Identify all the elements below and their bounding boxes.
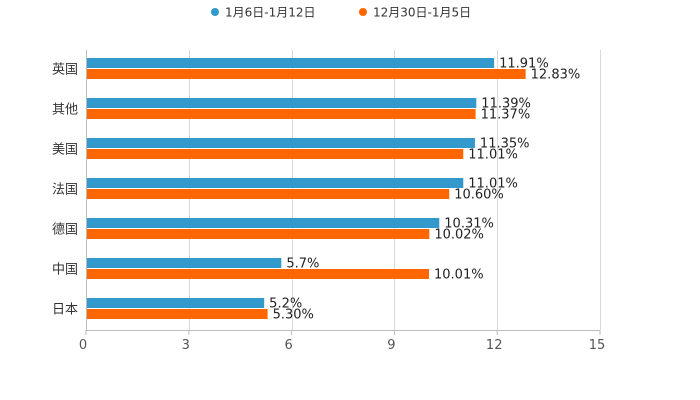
bar xyxy=(87,178,464,188)
data-label: 10.02% xyxy=(434,228,484,243)
data-label: 11.01% xyxy=(468,177,518,192)
data-label: 11.35% xyxy=(480,137,530,152)
bar xyxy=(87,109,476,119)
x-tick-label: 15 xyxy=(589,338,606,353)
data-label: 11.39% xyxy=(481,97,531,112)
x-tick-label: 12 xyxy=(486,338,503,353)
bar xyxy=(87,58,495,68)
x-tick-label: 0 xyxy=(79,338,87,353)
legend-label: 12月30日-1月5日 xyxy=(373,6,471,20)
bar xyxy=(87,258,282,268)
data-label: 5.2% xyxy=(269,297,302,312)
legend: 1月6日-1月12日 12月30日-1月5日 xyxy=(211,6,471,20)
data-label: 10.31% xyxy=(444,217,494,232)
x-tick-label: 9 xyxy=(387,338,395,353)
data-label: 11.37% xyxy=(481,108,531,123)
legend-marker xyxy=(359,8,367,16)
x-tick-label: 6 xyxy=(284,338,292,353)
data-label: 11.91% xyxy=(499,57,549,72)
category-label: 法国 xyxy=(52,183,78,198)
x-tick-label: 3 xyxy=(182,338,190,353)
bar xyxy=(87,189,450,199)
data-label: 5.30% xyxy=(273,308,314,323)
data-label: 10.60% xyxy=(454,188,504,203)
bar xyxy=(87,298,265,308)
data-label: 12.83% xyxy=(531,68,581,83)
category-label: 中国 xyxy=(52,263,78,278)
data-label: 10.01% xyxy=(434,268,484,283)
bar xyxy=(87,149,464,159)
category-label: 日本 xyxy=(52,303,78,318)
bar xyxy=(87,98,477,108)
bar xyxy=(87,218,440,228)
category-label: 其他 xyxy=(52,103,78,118)
category-label: 美国 xyxy=(52,143,78,158)
bar xyxy=(87,229,430,239)
category-label: 德国 xyxy=(52,223,78,238)
bar xyxy=(87,269,430,279)
bar xyxy=(87,138,475,148)
data-label: 11.01% xyxy=(468,148,518,163)
legend-label: 1月6日-1月12日 xyxy=(225,6,316,20)
bar xyxy=(87,69,526,79)
bar xyxy=(87,309,268,319)
category-label: 英国 xyxy=(52,63,78,78)
data-label: 5.7% xyxy=(286,257,319,272)
legend-marker xyxy=(211,8,219,16)
bars: 11.91%12.83%11.39%11.37%11.35%11.01%11.0… xyxy=(87,57,580,323)
